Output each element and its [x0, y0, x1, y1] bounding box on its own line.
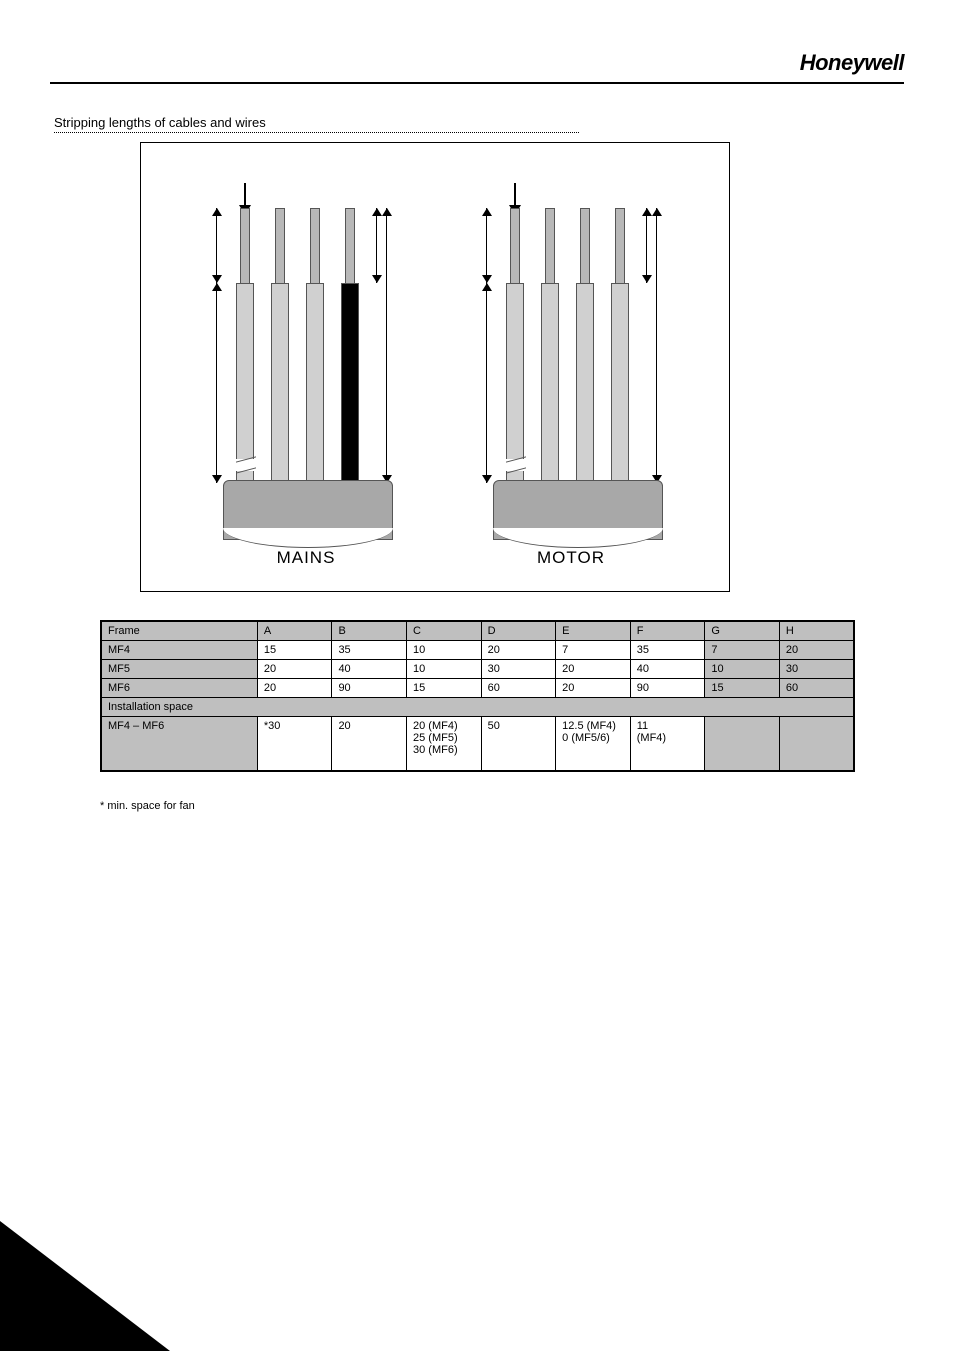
insulation: [506, 283, 524, 483]
dim-b: [386, 208, 388, 483]
cell: 90: [332, 679, 407, 698]
col-f: F: [630, 621, 705, 641]
col-g: G: [705, 621, 780, 641]
insulation: [271, 283, 289, 483]
col-d: D: [481, 621, 556, 641]
cable-jacket-curve: [493, 528, 663, 548]
cell: MF4 – MF6: [101, 717, 257, 771]
wire-l2: [306, 208, 324, 483]
cell: 15: [407, 679, 482, 698]
dim-a: [216, 208, 218, 283]
wire-l1: [271, 208, 289, 483]
cell: 20: [779, 641, 854, 660]
table-header-row: Frame A B C D E F G H: [101, 621, 854, 641]
cell: 10: [407, 660, 482, 679]
stripping-table: Frame A B C D E F G H MF4 15 35 10 20 7 …: [100, 620, 855, 772]
conductor: [345, 208, 355, 284]
cell: 20: [257, 679, 332, 698]
motor-label: MOTOR: [506, 548, 636, 568]
dim-g: [646, 208, 648, 283]
table-row: MF6 20 90 15 60 20 90 15 60: [101, 679, 854, 698]
table-row: MF4 15 35 10 20 7 35 7 20: [101, 641, 854, 660]
cell: 35: [332, 641, 407, 660]
cell: 10: [705, 660, 780, 679]
cell: 90: [630, 679, 705, 698]
conductor: [545, 208, 555, 284]
cell: 60: [779, 679, 854, 698]
cell: 60: [481, 679, 556, 698]
insulation: [541, 283, 559, 483]
cell: 11 (MF4): [630, 717, 705, 771]
insulation-black: [341, 283, 359, 483]
insulation: [236, 283, 254, 483]
table-row: MF4 – MF6 *30 20 20 (MF4) 25 (MF5) 30 (M…: [101, 717, 854, 771]
cell: 20: [481, 641, 556, 660]
cell: 20: [257, 660, 332, 679]
cell: 30: [779, 660, 854, 679]
table-row: MF5 20 40 10 30 20 40 10 30: [101, 660, 854, 679]
cell: 12.5 (MF4) 0 (MF5/6): [556, 717, 631, 771]
cell: 50: [481, 717, 556, 771]
wire-u: [541, 208, 559, 483]
wiring-figure: MAINS MOTOR: [140, 142, 730, 592]
wire-v: [576, 208, 594, 483]
motor-wire-group: [461, 188, 686, 543]
dim-c: [376, 208, 378, 283]
conductor: [240, 208, 250, 284]
cell: 20 (MF4) 25 (MF5) 30 (MF6): [407, 717, 482, 771]
wire-earth: [506, 208, 524, 483]
cell: 7: [705, 641, 780, 660]
mains-label: MAINS: [241, 548, 371, 568]
cell: 20: [332, 717, 407, 771]
break-mark: [236, 459, 256, 471]
conductor: [615, 208, 625, 284]
page-header: Honeywell: [50, 50, 904, 84]
cell: 40: [332, 660, 407, 679]
cell: 20: [556, 660, 631, 679]
col-e: E: [556, 621, 631, 641]
cell: MF4: [101, 641, 257, 660]
insulation: [576, 283, 594, 483]
cable-jacket-curve: [223, 528, 393, 548]
footnote: * min. space for fan: [100, 800, 195, 812]
col-h: H: [779, 621, 854, 641]
cell: [705, 717, 780, 771]
mains-wire-group: [191, 188, 416, 543]
conductor: [310, 208, 320, 284]
break-mark: [506, 459, 526, 471]
conductor: [580, 208, 590, 284]
subhead-cell: Installation space: [101, 698, 854, 717]
col-c: C: [407, 621, 482, 641]
cell: 7: [556, 641, 631, 660]
wire-w: [611, 208, 629, 483]
page-corner-icon: [0, 1221, 170, 1351]
cell: 35: [630, 641, 705, 660]
cell: 10: [407, 641, 482, 660]
conductor: [275, 208, 285, 284]
wire-earth: [236, 208, 254, 483]
insulation: [611, 283, 629, 483]
dim-h: [486, 283, 488, 483]
cell: [779, 717, 854, 771]
cell: 40: [630, 660, 705, 679]
dim-e: [486, 208, 488, 283]
table-subhead-row: Installation space: [101, 698, 854, 717]
insulation: [306, 283, 324, 483]
brand-logo: Honeywell: [800, 50, 904, 76]
col-b: B: [332, 621, 407, 641]
col-frame: Frame: [101, 621, 257, 641]
cell: 15: [257, 641, 332, 660]
conductor: [510, 208, 520, 284]
dim-f: [656, 208, 658, 483]
cell: MF5: [101, 660, 257, 679]
cell: *30: [257, 717, 332, 771]
cell: 20: [556, 679, 631, 698]
section-underline: [54, 132, 579, 133]
col-a: A: [257, 621, 332, 641]
wire-l3: [341, 208, 359, 483]
cell: MF6: [101, 679, 257, 698]
cell: 30: [481, 660, 556, 679]
dim-d: [216, 283, 218, 483]
cell: 15: [705, 679, 780, 698]
